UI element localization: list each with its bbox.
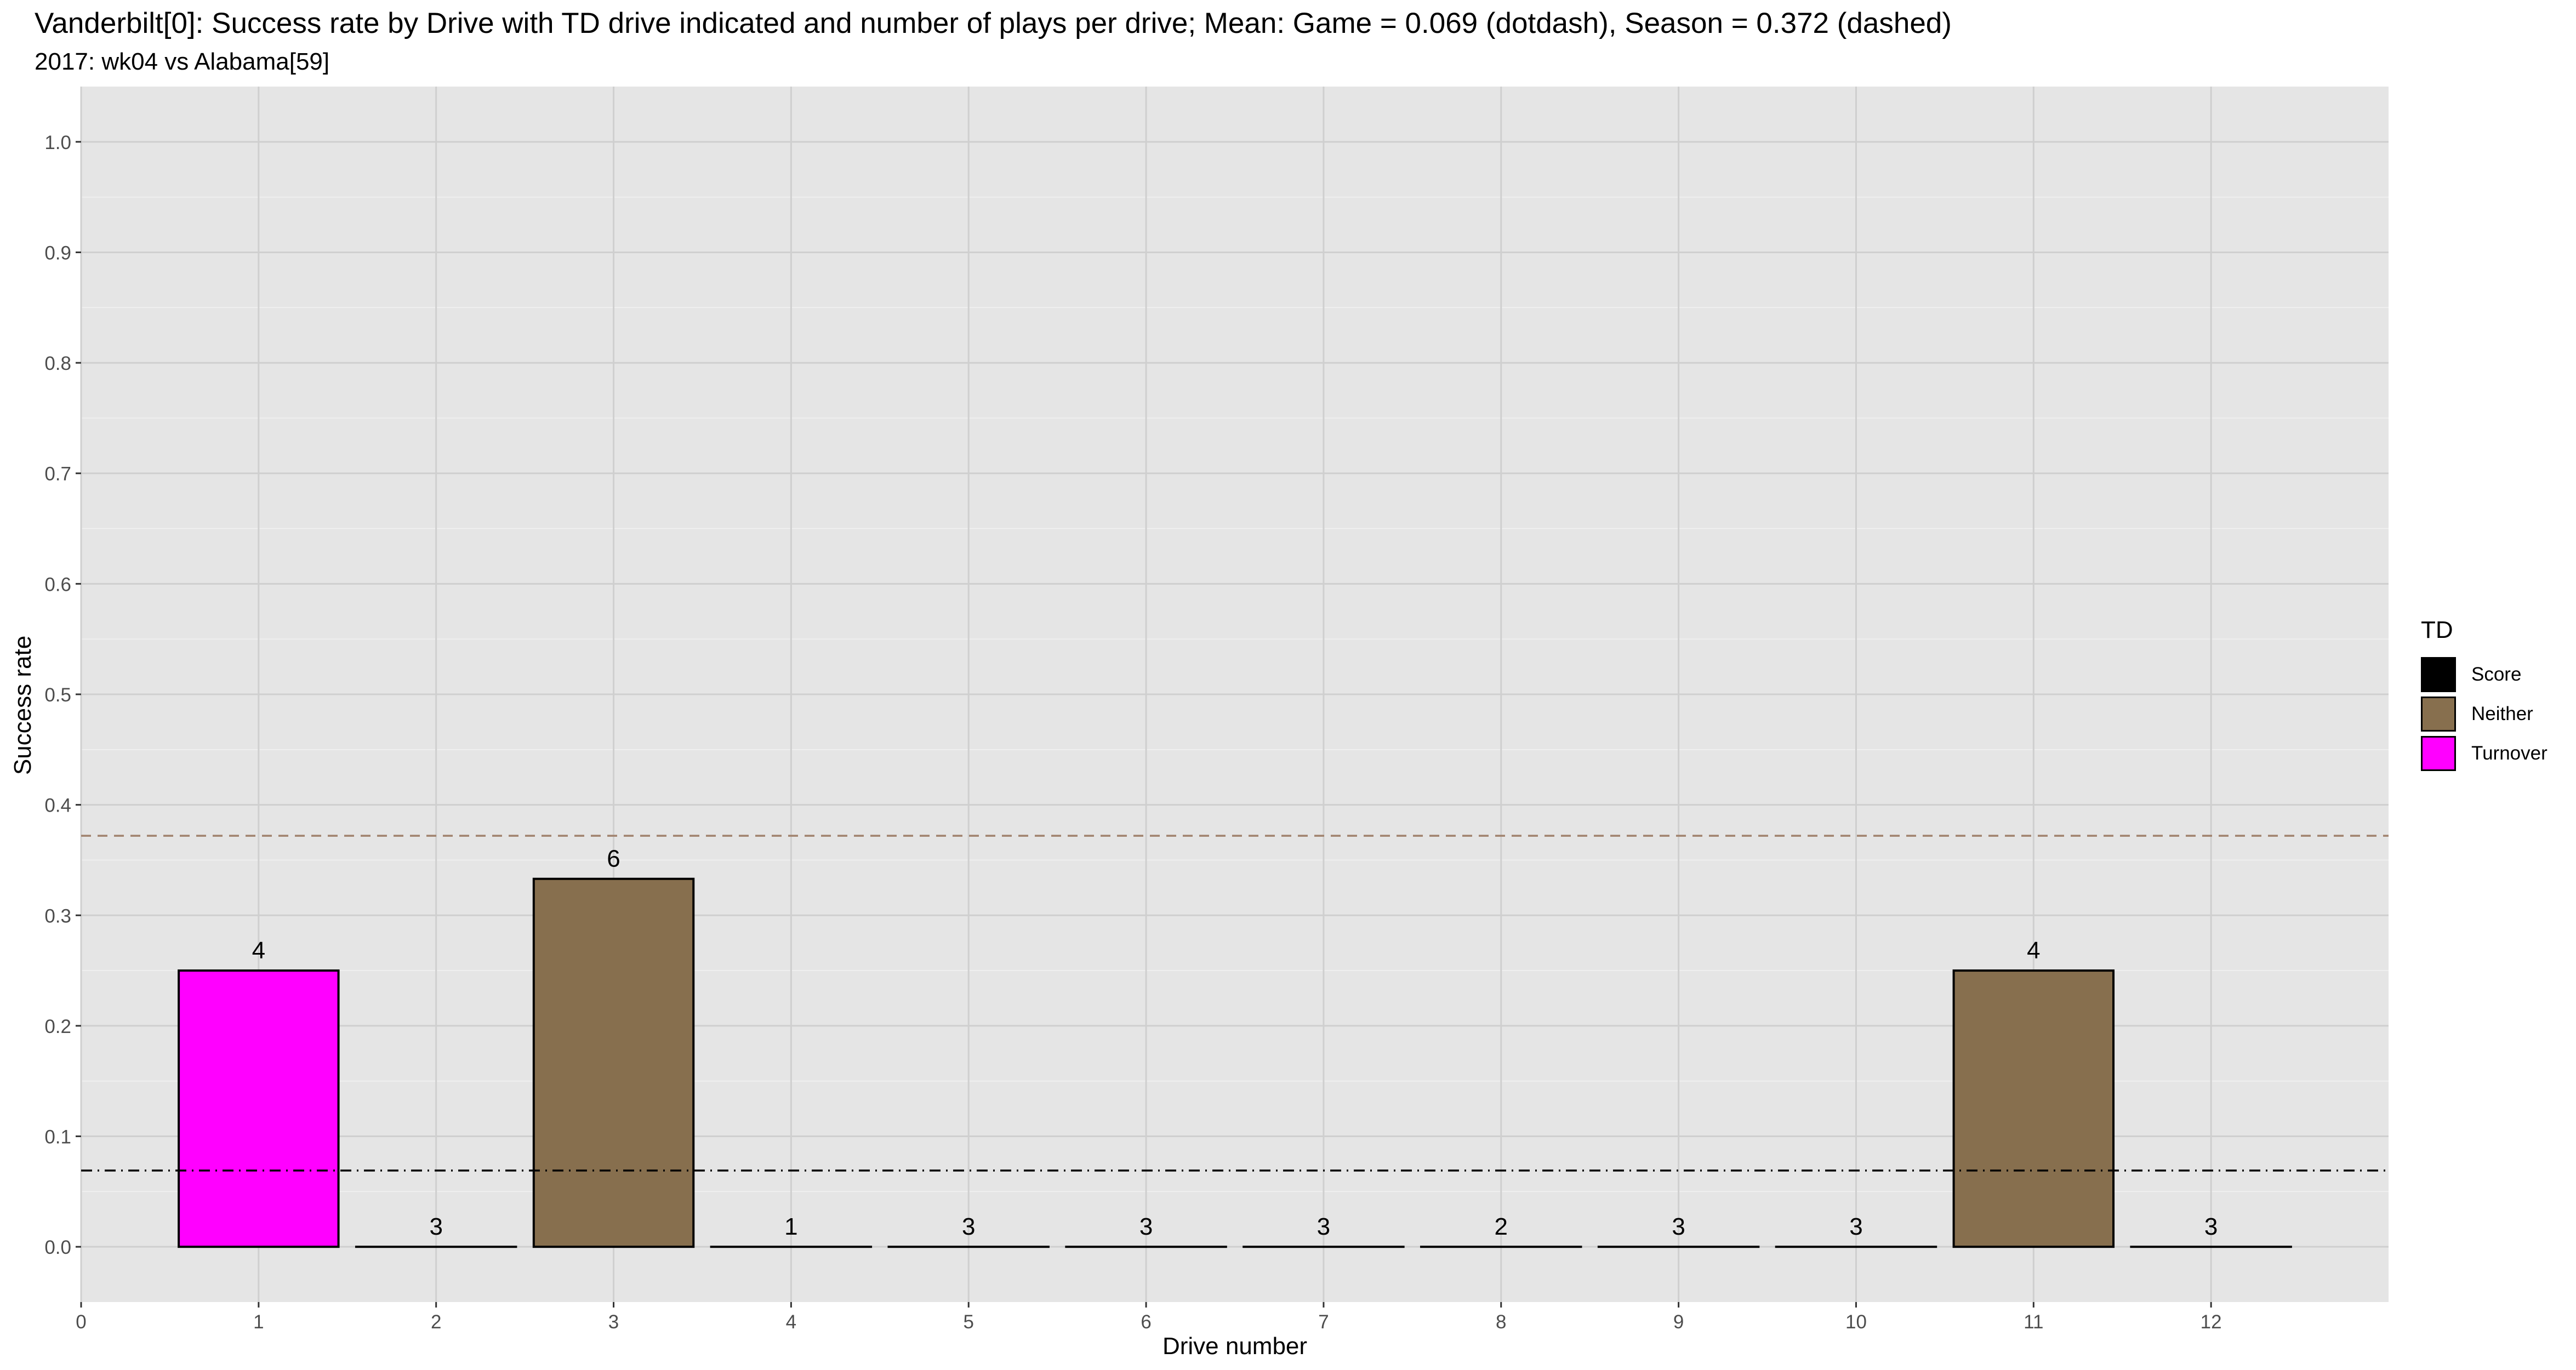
y-tick-label: 0.1 <box>44 1127 71 1148</box>
y-tick-label: 0.5 <box>44 684 71 706</box>
x-tick-label: 2 <box>431 1311 441 1333</box>
legend-item-turnover: Turnover <box>2421 734 2547 773</box>
play-count-label: 3 <box>962 1213 975 1240</box>
legend-label-turnover: Turnover <box>2471 743 2547 764</box>
x-tick-label: 7 <box>1318 1311 1329 1333</box>
x-tick-label: 3 <box>608 1311 619 1333</box>
y-tick-label: 0.2 <box>44 1016 71 1037</box>
y-tick-label: 0.9 <box>44 242 71 264</box>
x-axis-label: Drive number <box>1162 1333 1308 1360</box>
chart-subtitle: 2017: wk04 vs Alabama[59] <box>35 48 330 75</box>
x-tick-label: 8 <box>1496 1311 1506 1333</box>
bar-drive-3 <box>532 877 695 1248</box>
play-count-label: 3 <box>1672 1213 1685 1240</box>
chart-title: Vanderbilt[0]: Success rate by Drive wit… <box>35 7 1952 39</box>
y-tick-label: 0.8 <box>44 353 71 374</box>
x-tick-label: 4 <box>786 1311 796 1333</box>
play-count-label: 3 <box>1317 1213 1330 1240</box>
legend-swatch-neither <box>2421 697 2456 732</box>
y-tick-label: 0.3 <box>44 905 71 927</box>
play-count-label: 4 <box>2027 937 2040 964</box>
play-count-label: 6 <box>607 846 620 872</box>
x-tick-label: 0 <box>76 1311 86 1333</box>
y-tick-label: 0.4 <box>44 795 71 817</box>
legend-item-neither: Neither <box>2421 694 2547 734</box>
y-tick-label: 0.7 <box>44 464 71 485</box>
play-count-label: 1 <box>784 1213 797 1240</box>
play-count-label: 3 <box>2204 1213 2218 1240</box>
y-tick-label: 0.0 <box>44 1237 71 1258</box>
play-count-label: 3 <box>1139 1213 1153 1240</box>
y-axis-label: Success rate <box>9 635 36 775</box>
x-tick-label: 11 <box>2024 1311 2043 1333</box>
play-count-label: 2 <box>1495 1213 1508 1240</box>
play-count-label: 3 <box>429 1213 442 1240</box>
legend-title: TD <box>2421 616 2453 643</box>
legend-label-score: Score <box>2471 664 2522 685</box>
play-count-label: 4 <box>252 937 265 964</box>
x-tick-label: 1 <box>253 1311 264 1333</box>
x-tick-label: 9 <box>1673 1311 1684 1333</box>
legend-item-score: Score <box>2421 655 2547 694</box>
legend-swatch-score <box>2421 657 2456 692</box>
x-tick-label: 5 <box>963 1311 973 1333</box>
x-tick-label: 12 <box>2201 1311 2222 1333</box>
y-tick-label: 0.6 <box>44 574 71 595</box>
legend-swatch-turnover <box>2421 736 2456 771</box>
x-tick-label: 10 <box>1845 1311 1867 1333</box>
legend: TD Score Neither Turnover <box>2421 616 2547 773</box>
bar-drive-1 <box>178 969 340 1248</box>
play-count-label: 3 <box>1849 1213 1862 1240</box>
bar-drive-11 <box>1952 969 2115 1248</box>
x-tick-label: 6 <box>1141 1311 1151 1333</box>
y-tick-label: 1.0 <box>44 132 71 153</box>
legend-label-neither: Neither <box>2471 703 2533 724</box>
